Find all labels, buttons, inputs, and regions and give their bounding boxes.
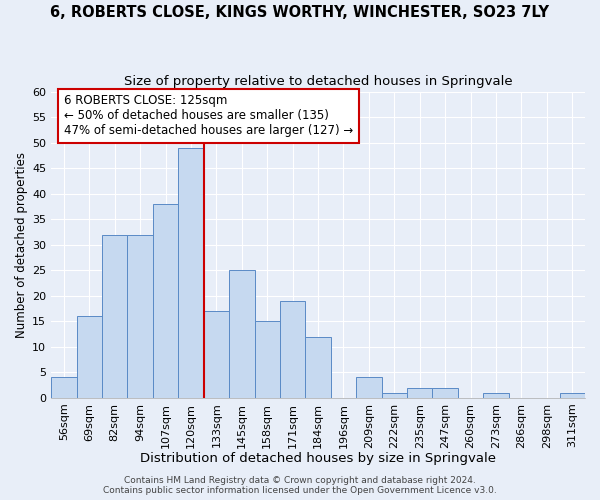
Bar — [560, 392, 585, 398]
Title: Size of property relative to detached houses in Springvale: Size of property relative to detached ho… — [124, 75, 512, 88]
Bar — [407, 388, 433, 398]
Bar — [229, 270, 254, 398]
Text: 6 ROBERTS CLOSE: 125sqm
← 50% of detached houses are smaller (135)
47% of semi-d: 6 ROBERTS CLOSE: 125sqm ← 50% of detache… — [64, 94, 353, 138]
Y-axis label: Number of detached properties: Number of detached properties — [15, 152, 28, 338]
Bar — [178, 148, 203, 398]
Bar — [280, 301, 305, 398]
Bar — [254, 322, 280, 398]
Bar — [127, 234, 153, 398]
Bar — [51, 378, 77, 398]
Bar — [484, 392, 509, 398]
Bar — [203, 311, 229, 398]
Bar — [77, 316, 102, 398]
Bar — [305, 336, 331, 398]
Text: Contains HM Land Registry data © Crown copyright and database right 2024.
Contai: Contains HM Land Registry data © Crown c… — [103, 476, 497, 495]
Bar — [382, 392, 407, 398]
Text: 6, ROBERTS CLOSE, KINGS WORTHY, WINCHESTER, SO23 7LY: 6, ROBERTS CLOSE, KINGS WORTHY, WINCHEST… — [50, 5, 550, 20]
Bar — [356, 378, 382, 398]
Bar — [153, 204, 178, 398]
X-axis label: Distribution of detached houses by size in Springvale: Distribution of detached houses by size … — [140, 452, 496, 465]
Bar — [102, 234, 127, 398]
Bar — [433, 388, 458, 398]
